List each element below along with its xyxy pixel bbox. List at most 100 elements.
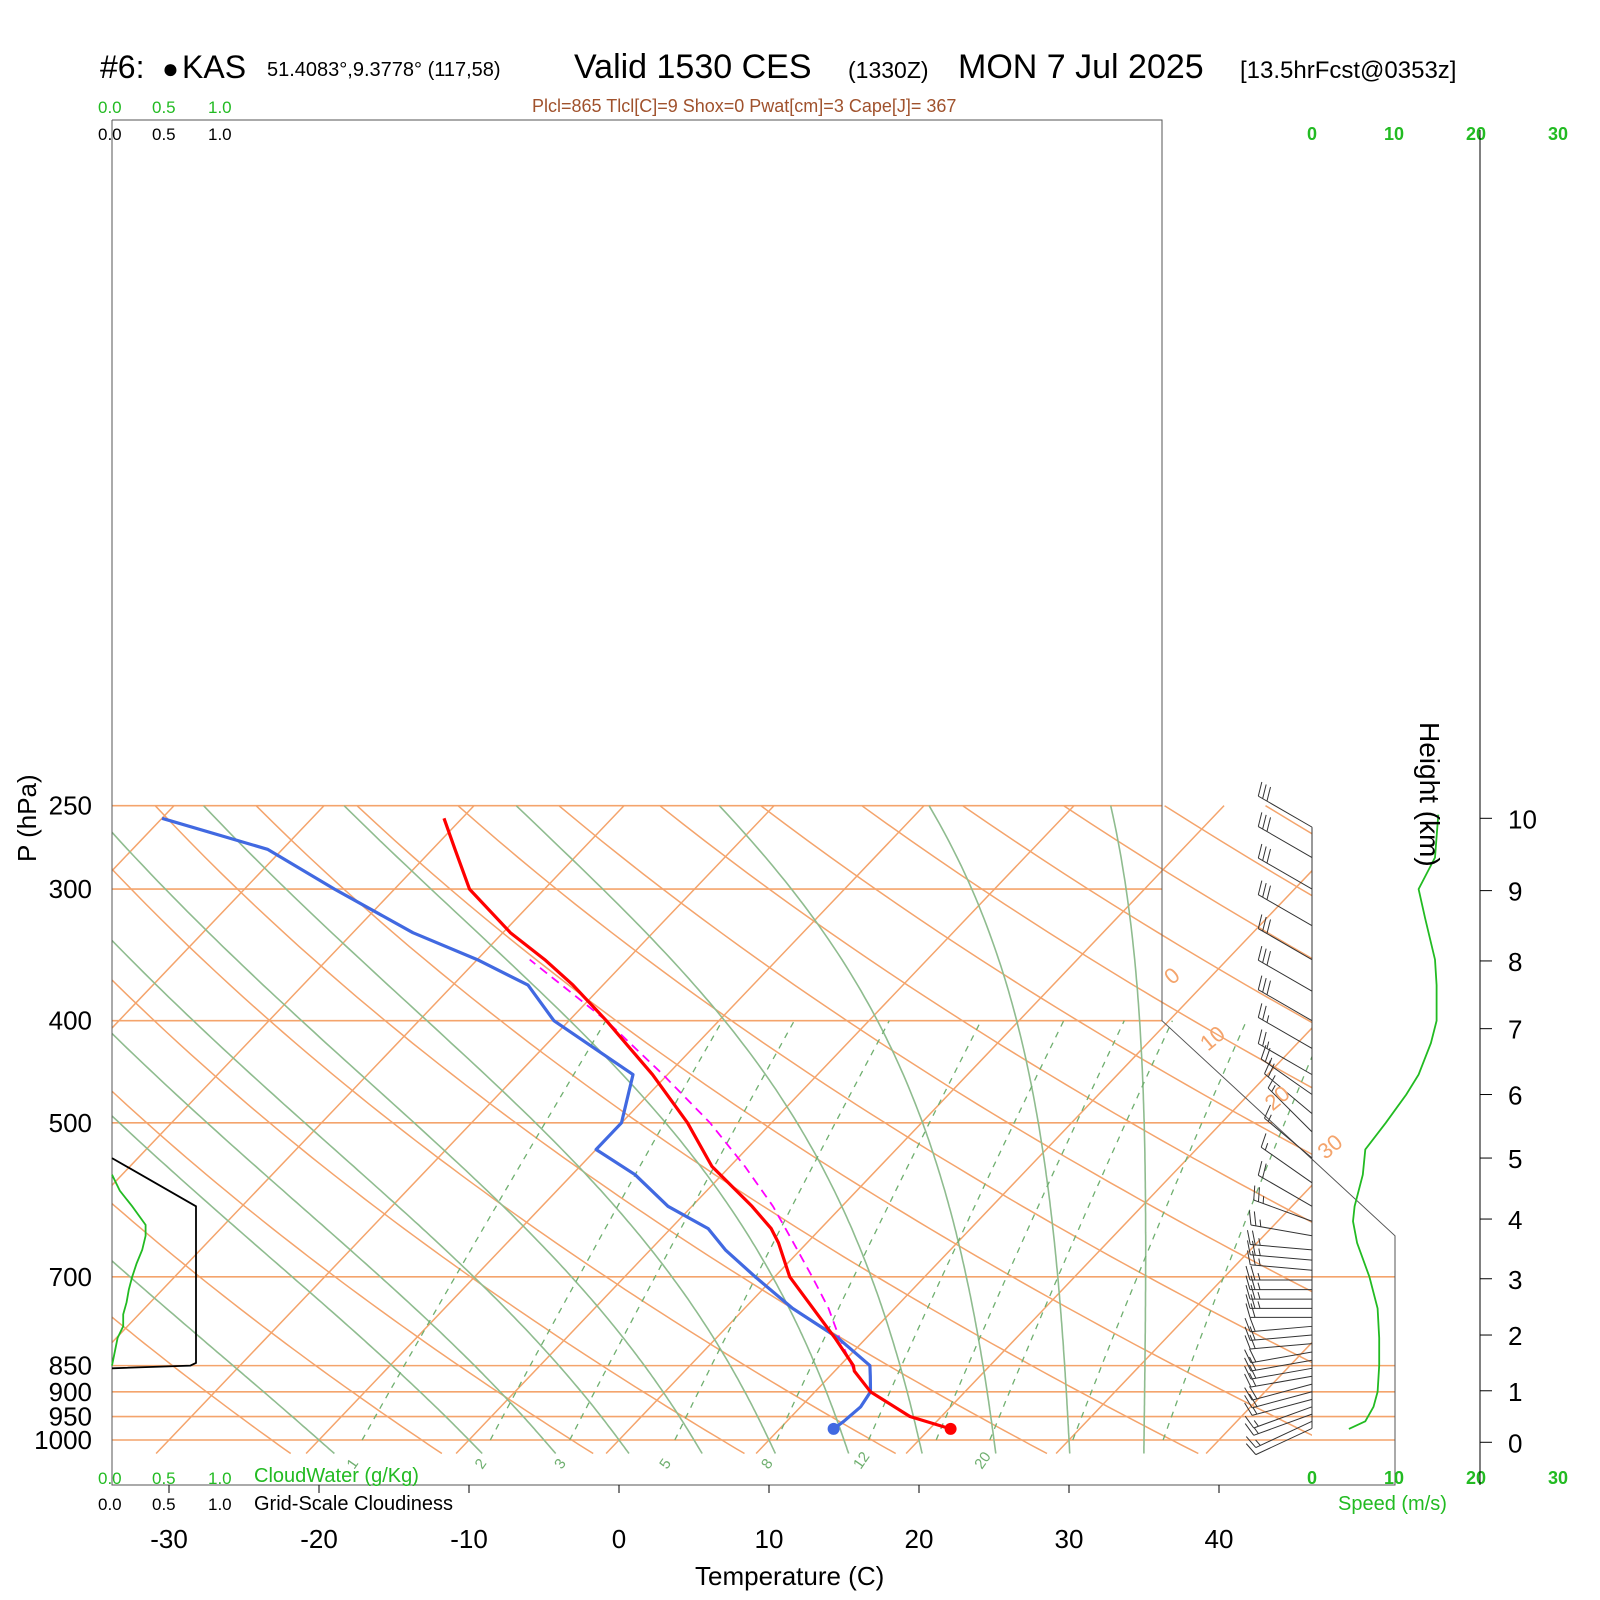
pressure-tick-300: 300: [49, 874, 92, 904]
height-tick-9: 9: [1508, 877, 1522, 907]
dry-adiabat-370: [861, 805, 1312, 1089]
cl-top-tick-2: 1.0: [208, 125, 232, 144]
moist-adiabat-10: [203, 805, 777, 1454]
wind-barb-feather: [1248, 1210, 1252, 1226]
dry-adiabat-260: [112, 1202, 443, 1455]
cw-bot-tick-2: 1.0: [208, 1469, 232, 1488]
cloud-water-label: CloudWater (g/Kg): [254, 1465, 419, 1487]
wind-barbs: [1244, 781, 1313, 1456]
mixing-ratio-label-20: 20: [971, 1449, 994, 1472]
wind-barb-feather: [1245, 1294, 1251, 1309]
wind-barb: [1244, 1372, 1313, 1388]
wind-barb: [1246, 1250, 1313, 1271]
moist-adiabat-0: [112, 939, 630, 1454]
wind-barb: [1257, 1161, 1313, 1207]
isotherm--80: [0, 806, 24, 1454]
wind-barb-staff: [1258, 928, 1313, 961]
wind-barb-feather: [1244, 1349, 1252, 1363]
pressure-tick-850: 850: [49, 1351, 92, 1381]
wind-barb-half-feather: [1257, 1291, 1261, 1300]
wind-speed-profile: [1348, 814, 1440, 1430]
dry-adiabat-430: [1467, 806, 1600, 1454]
wind-barb-feather: [1245, 1265, 1251, 1281]
wind-barb-feather: [1244, 1365, 1252, 1380]
isotherm--30: [155, 805, 775, 1455]
wind-barb-half-feather: [1253, 1420, 1259, 1427]
wind-barb-feather: [1257, 914, 1263, 929]
moist-adiabat--20: [112, 1259, 335, 1455]
wind-barb-staff: [1260, 1146, 1313, 1184]
pressure-tick-400: 400: [49, 1006, 92, 1036]
wind-barb-feather: [1244, 1395, 1253, 1409]
cw-top-tick-0: 0.0: [98, 98, 122, 117]
wind-barb-staff: [1258, 1017, 1313, 1049]
wind-barb: [1245, 1420, 1313, 1448]
speed-tick-bottom-0: 0: [1307, 1468, 1317, 1488]
station-coords: 51.4083°,9.3778° (117,58): [267, 59, 501, 81]
wind-barb: [1257, 975, 1313, 1022]
wind-barb: [1244, 1406, 1313, 1429]
wind-barb-feather: [1262, 814, 1267, 830]
wind-barb: [1257, 1029, 1313, 1076]
surface-temperature-marker: [944, 1422, 957, 1435]
isotherm-30: [1055, 1184, 1312, 1455]
wind-barb-feather: [1253, 1185, 1256, 1201]
wind-barb-staff: [1250, 1334, 1313, 1341]
wind-barb-feather: [1249, 1356, 1257, 1371]
pressure-tick-700: 700: [49, 1262, 92, 1292]
wind-barb-staff: [1253, 1199, 1313, 1222]
wind-barb-feather: [1266, 786, 1271, 802]
parcel-path: [529, 958, 856, 1372]
wind-barb: [1245, 1275, 1312, 1291]
wind-barb: [1244, 1356, 1313, 1372]
dry-adiabat-lines: [112, 805, 1600, 1455]
wind-barb-feather: [1244, 1387, 1253, 1401]
cl-top-tick-0: 0.0: [98, 125, 122, 144]
isotherm-label-right-10: 10: [1195, 1021, 1230, 1056]
wind-barb-staff: [1258, 1043, 1313, 1076]
wind-barb-half-feather: [1257, 1301, 1261, 1309]
dry-adiabat-440: [1568, 806, 1600, 1454]
wind-barb-feather: [1266, 817, 1271, 832]
wind-barb: [1246, 1240, 1313, 1261]
wind-barb-feather: [1250, 1284, 1256, 1300]
wind-barb-staff: [1250, 1243, 1313, 1251]
wind-barb: [1267, 1075, 1313, 1133]
height-tick-2: 2: [1508, 1321, 1522, 1351]
moist-adiabat-5: [112, 831, 703, 1454]
cw-top-tick-2: 1.0: [208, 98, 232, 117]
moist-adiabat-15: [343, 805, 850, 1454]
dry-adiabat-300: [154, 805, 1048, 1455]
isotherm-50: [1356, 806, 1600, 1454]
wind-barb: [1257, 812, 1313, 858]
wind-barb: [1245, 1265, 1312, 1281]
temperature-tick--20: -20: [300, 1524, 338, 1554]
wind-barb-feather: [1262, 1005, 1267, 1021]
wind-barb-staff: [1250, 1351, 1313, 1364]
mixing-ratio-line-extra-28: [1072, 1020, 1248, 1441]
wind-barb-feather: [1262, 1031, 1267, 1047]
wind-barb-feather: [1262, 882, 1267, 898]
wind-barb-half-feather: [1252, 1407, 1258, 1415]
wind-barb-half-feather: [1268, 1057, 1273, 1065]
wind-barb-feather: [1250, 1275, 1256, 1290]
mixing-ratio-line-8: [776, 1020, 982, 1441]
stability-params: Plcl=865 Tlcl[C]=9 Shox=0 Pwat[cm]=3 Cap…: [532, 96, 956, 116]
mixing-ratio-line-3: [569, 1020, 795, 1441]
wind-barb-feather: [1245, 1436, 1257, 1448]
moist-adiabat--10: [112, 1114, 483, 1455]
wind-barb-staff: [1255, 1427, 1313, 1456]
plot-frame: [111, 119, 1396, 1486]
dry-adiabat-280: [112, 978, 745, 1455]
wind-barb-feather: [1262, 948, 1267, 963]
wind-barb-half-feather: [1262, 1196, 1265, 1204]
bottom-cloud-axis: 0.0 0.5 1.0 CloudWater (g/Kg) 0.0 0.5 1.…: [98, 1465, 453, 1515]
height-tick-7: 7: [1508, 1015, 1522, 1045]
dry-adiabat-420: [1367, 806, 1600, 1454]
wind-barb-feather: [1267, 1063, 1275, 1078]
moist-adiabat-20: [515, 805, 923, 1454]
valid-time: Valid 1530 CES: [574, 48, 812, 86]
speed-tick-top-30: 30: [1548, 124, 1568, 144]
moist-adiabat-30: [928, 805, 1071, 1454]
